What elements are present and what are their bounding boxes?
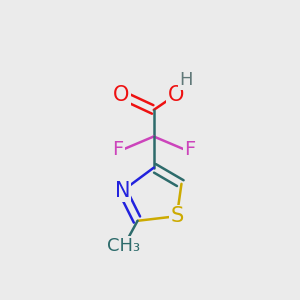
Text: O: O (167, 85, 184, 105)
Text: O: O (113, 85, 130, 105)
Text: S: S (170, 206, 184, 226)
Text: CH₃: CH₃ (107, 237, 140, 255)
Text: H: H (179, 71, 193, 89)
Text: N: N (115, 181, 130, 201)
Text: F: F (184, 140, 195, 159)
Text: F: F (112, 140, 124, 159)
